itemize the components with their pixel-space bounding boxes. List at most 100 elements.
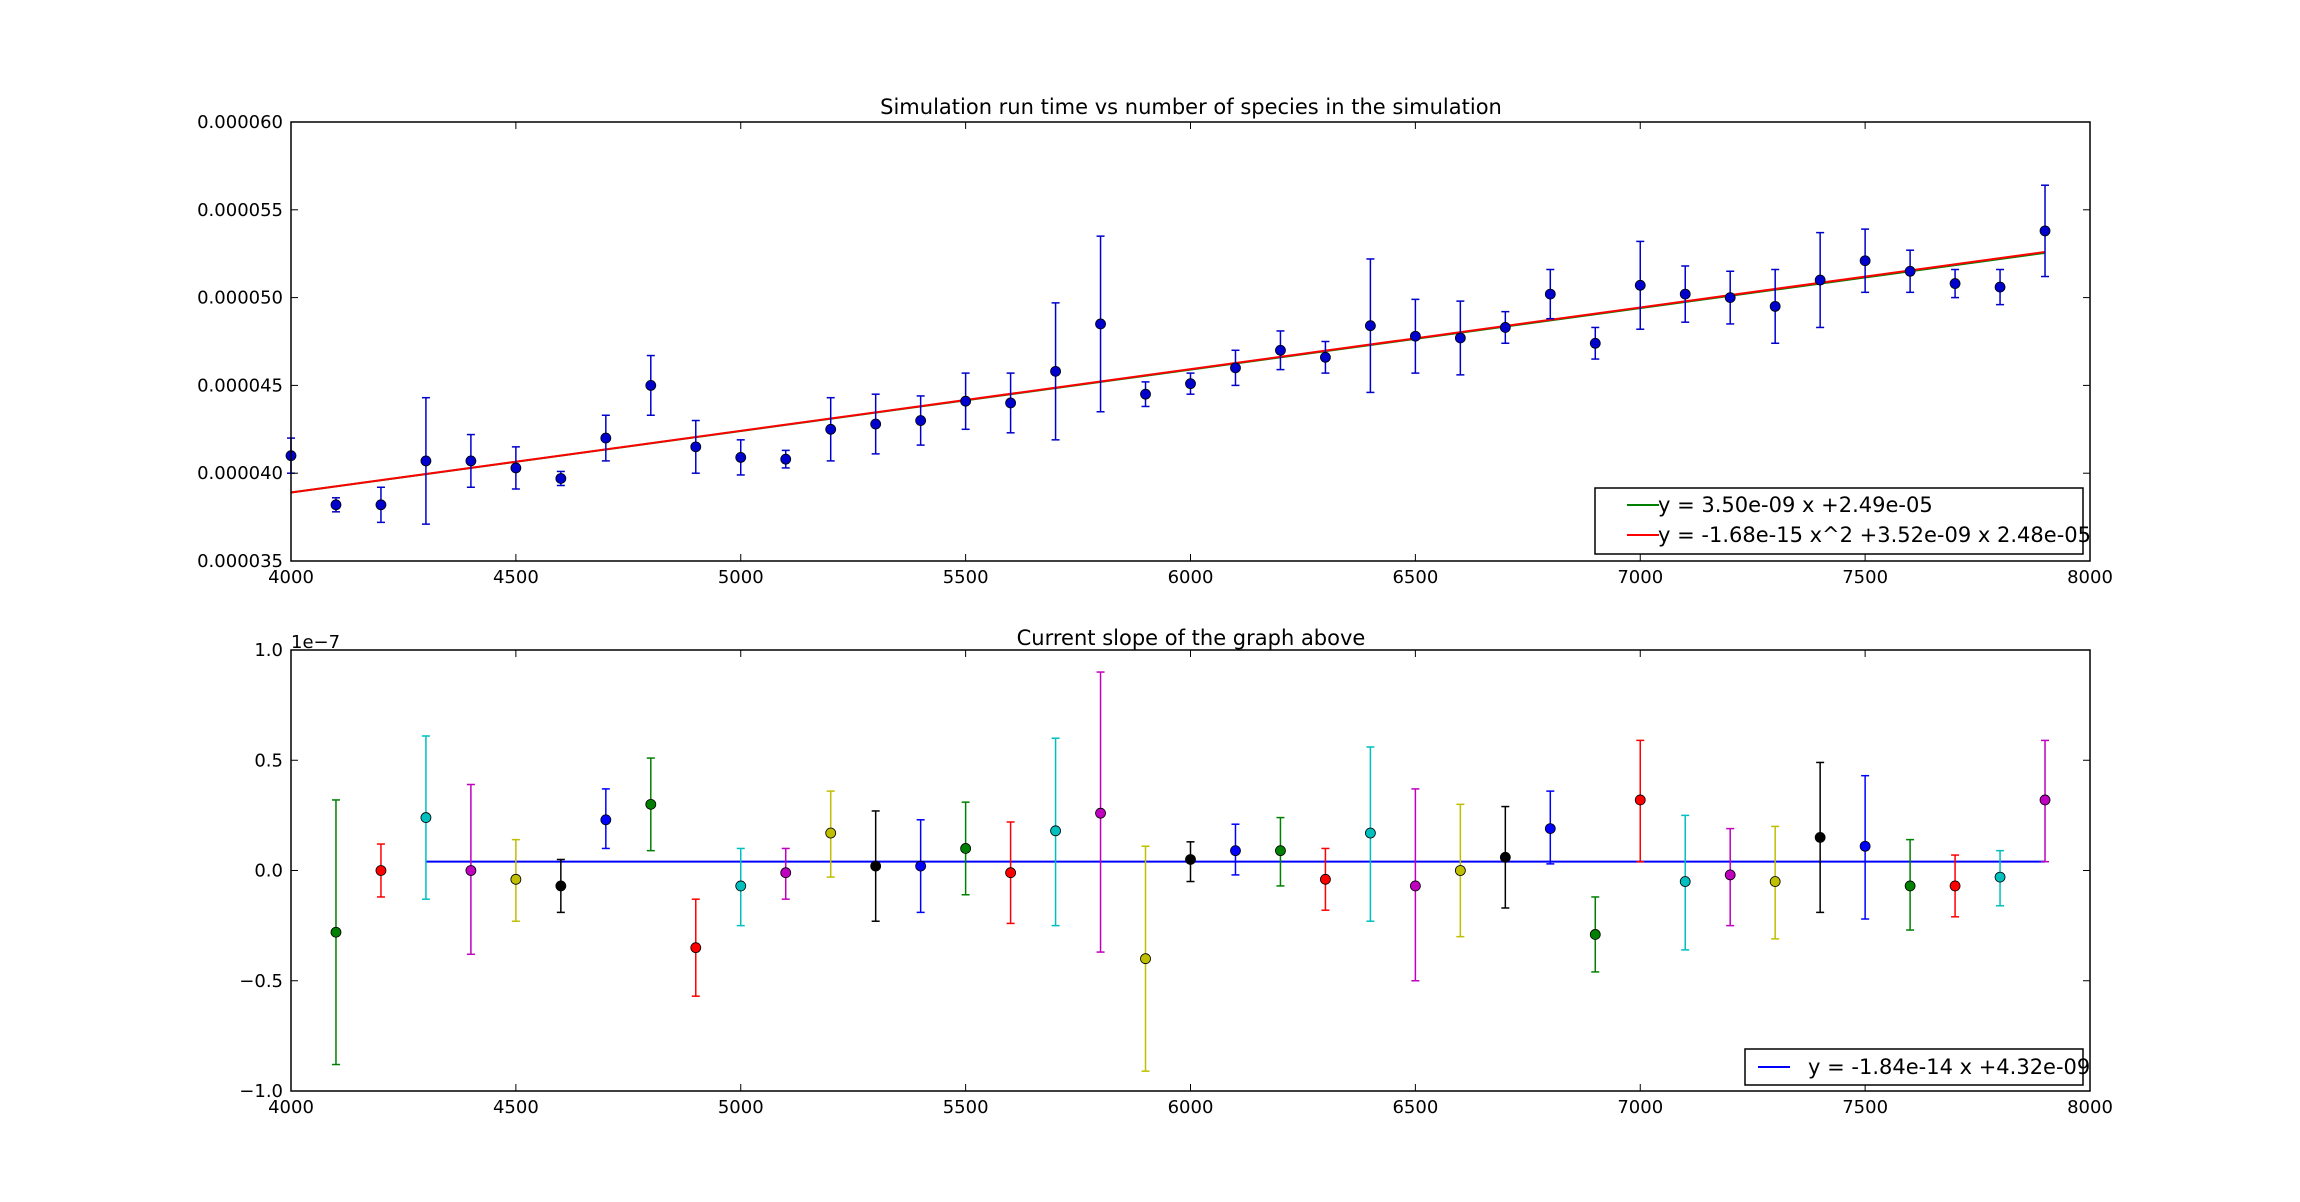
data-point	[735, 880, 747, 892]
y-tick-label: 0.5	[254, 750, 283, 771]
data-point	[1769, 876, 1781, 887]
y-tick-label: 0.0	[254, 861, 283, 882]
data-point	[1589, 337, 1601, 349]
data-point	[1050, 825, 1061, 837]
data-point	[1365, 827, 1376, 839]
data-point	[690, 441, 702, 453]
data-point	[1185, 854, 1196, 865]
data-point	[465, 455, 477, 467]
data-point	[1904, 880, 1916, 892]
data-point	[1365, 320, 1376, 332]
x-tick-label: 7000	[1617, 567, 1663, 588]
x-tick-label: 4500	[493, 567, 539, 588]
data-point	[1859, 255, 1871, 267]
slope-chart-title: Current slope of the graph above	[1017, 626, 1366, 650]
data-point	[1050, 365, 1061, 377]
data-point	[915, 415, 927, 426]
data-point	[1769, 300, 1781, 312]
x-tick-label: 5000	[718, 567, 764, 588]
data-point	[870, 860, 882, 872]
data-point	[1679, 876, 1691, 887]
data-point	[870, 418, 882, 430]
legend-label-quadratic-fit: y = -1.68e-15 x^2 +3.52e-09 x 2.48e-05	[1658, 523, 2091, 547]
runtime-chart-title: Simulation run time vs number of species…	[880, 95, 1502, 119]
data-point	[465, 865, 477, 876]
data-point	[1814, 832, 1826, 843]
data-point	[690, 942, 702, 954]
data-point	[1230, 362, 1241, 374]
slope-chart: Current slope of the graph above 1e−7 40…	[239, 626, 2113, 1118]
x-tick-label: 8000	[2067, 567, 2113, 588]
data-point	[1005, 397, 1016, 409]
data-point	[645, 379, 657, 391]
x-tick-label: 5500	[943, 567, 989, 588]
data-point	[1994, 281, 2006, 293]
data-point	[1320, 351, 1331, 363]
data-point	[1409, 330, 1421, 342]
x-tick-label: 5500	[943, 1097, 989, 1118]
x-tick-label: 7500	[1842, 1097, 1888, 1118]
data-point	[600, 432, 612, 444]
data-point	[1544, 823, 1556, 835]
slope-chart-legend: y = -1.84e-14 x +4.32e-09	[1744, 1048, 2090, 1086]
x-tick-label: 6500	[1392, 1097, 1438, 1118]
data-point	[555, 880, 567, 892]
data-point	[1140, 388, 1151, 400]
data-point	[1320, 873, 1331, 885]
x-tick-label: 8000	[2067, 1097, 2113, 1118]
data-point	[1140, 953, 1151, 965]
data-point	[960, 395, 972, 407]
data-point	[375, 865, 387, 876]
data-point	[600, 814, 612, 826]
data-point	[1814, 274, 1826, 286]
data-point	[1499, 851, 1511, 863]
y-tick-label: 0.000060	[197, 112, 283, 133]
slope-chart-offset-label: 1e−7	[291, 632, 340, 653]
data-point	[915, 860, 927, 872]
data-point	[735, 451, 747, 463]
data-point	[780, 453, 792, 465]
data-point	[1949, 278, 1961, 289]
data-point	[330, 499, 342, 511]
data-point	[510, 873, 522, 885]
data-point	[1679, 288, 1691, 300]
data-point	[1724, 869, 1736, 881]
data-point	[1095, 318, 1106, 330]
data-point	[1095, 807, 1106, 819]
data-point	[1005, 867, 1016, 879]
data-point	[420, 812, 432, 823]
data-point	[1275, 344, 1286, 356]
data-point	[780, 867, 792, 879]
y-tick-label: 0.000040	[197, 463, 283, 484]
data-point	[420, 455, 432, 467]
x-tick-label: 6500	[1392, 567, 1438, 588]
runtime-chart-legend: y = 3.50e-09 x +2.49e-05 y = -1.68e-15 x…	[1594, 487, 2091, 555]
data-point	[1499, 322, 1511, 333]
data-point	[2039, 794, 2051, 806]
data-point	[1634, 794, 1646, 806]
y-tick-label: 0.000035	[197, 551, 283, 572]
legend-label-slope-fit: y = -1.84e-14 x +4.32e-09	[1808, 1055, 2090, 1079]
legend-label-linear-fit: y = 3.50e-09 x +2.49e-05	[1658, 493, 1933, 517]
data-point	[1949, 880, 1961, 892]
x-tick-label: 4000	[268, 567, 314, 588]
data-point	[1994, 871, 2006, 883]
data-point	[825, 423, 837, 435]
y-tick-label: −0.5	[239, 971, 283, 992]
data-point	[1185, 378, 1196, 390]
data-point	[2039, 225, 2051, 237]
runtime-chart: Simulation run time vs number of species…	[197, 95, 2113, 588]
x-tick-label: 6000	[1168, 567, 1214, 588]
x-tick-label: 4000	[268, 1097, 314, 1118]
data-point	[1724, 292, 1736, 304]
y-tick-label: 0.000055	[197, 200, 283, 221]
data-point	[375, 499, 387, 511]
x-tick-label: 7500	[1842, 567, 1888, 588]
y-tick-label: 0.000050	[197, 288, 283, 309]
data-point	[1454, 332, 1466, 344]
data-point	[1275, 845, 1286, 857]
data-point	[1454, 865, 1466, 876]
x-tick-label: 6000	[1168, 1097, 1214, 1118]
data-point	[960, 843, 972, 854]
